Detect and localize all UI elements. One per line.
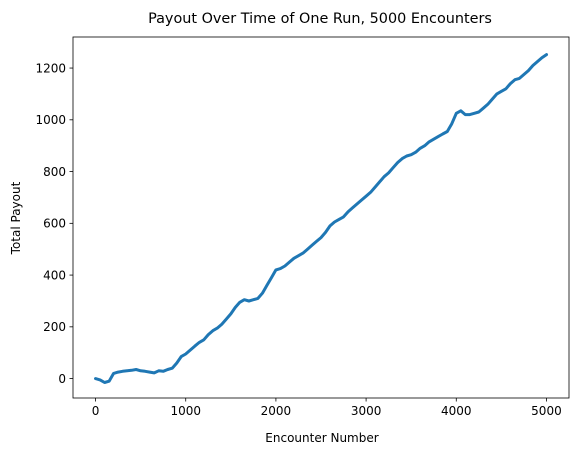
y-tick-label: 200 bbox=[43, 320, 66, 334]
x-tick-label: 0 bbox=[92, 404, 100, 418]
x-tick-label: 1000 bbox=[170, 404, 201, 418]
x-tick-label: 3000 bbox=[351, 404, 382, 418]
y-tick-label: 0 bbox=[58, 372, 66, 386]
y-tick-label: 400 bbox=[43, 268, 66, 282]
x-tick-label: 2000 bbox=[261, 404, 292, 418]
y-tick-label: 1000 bbox=[35, 113, 66, 127]
y-tick-label: 800 bbox=[43, 165, 66, 179]
axes-frame bbox=[72, 36, 570, 399]
plot-area bbox=[72, 36, 570, 399]
x-axis-label: Encounter Number bbox=[265, 431, 378, 445]
y-tick-label: 600 bbox=[43, 217, 66, 231]
y-tick-label: 1200 bbox=[35, 61, 66, 75]
series-line-0 bbox=[94, 53, 548, 384]
y-axis-label: Total Payout bbox=[9, 181, 23, 255]
x-axis: 0 1000 2000 3000 4000 5000 bbox=[92, 398, 562, 418]
y-axis: 0 200 400 600 800 1000 1200 bbox=[35, 61, 73, 386]
x-tick-label: 4000 bbox=[441, 404, 472, 418]
chart-title: Payout Over Time of One Run, 5000 Encoun… bbox=[148, 11, 492, 27]
x-tick-label: 5000 bbox=[531, 404, 562, 418]
